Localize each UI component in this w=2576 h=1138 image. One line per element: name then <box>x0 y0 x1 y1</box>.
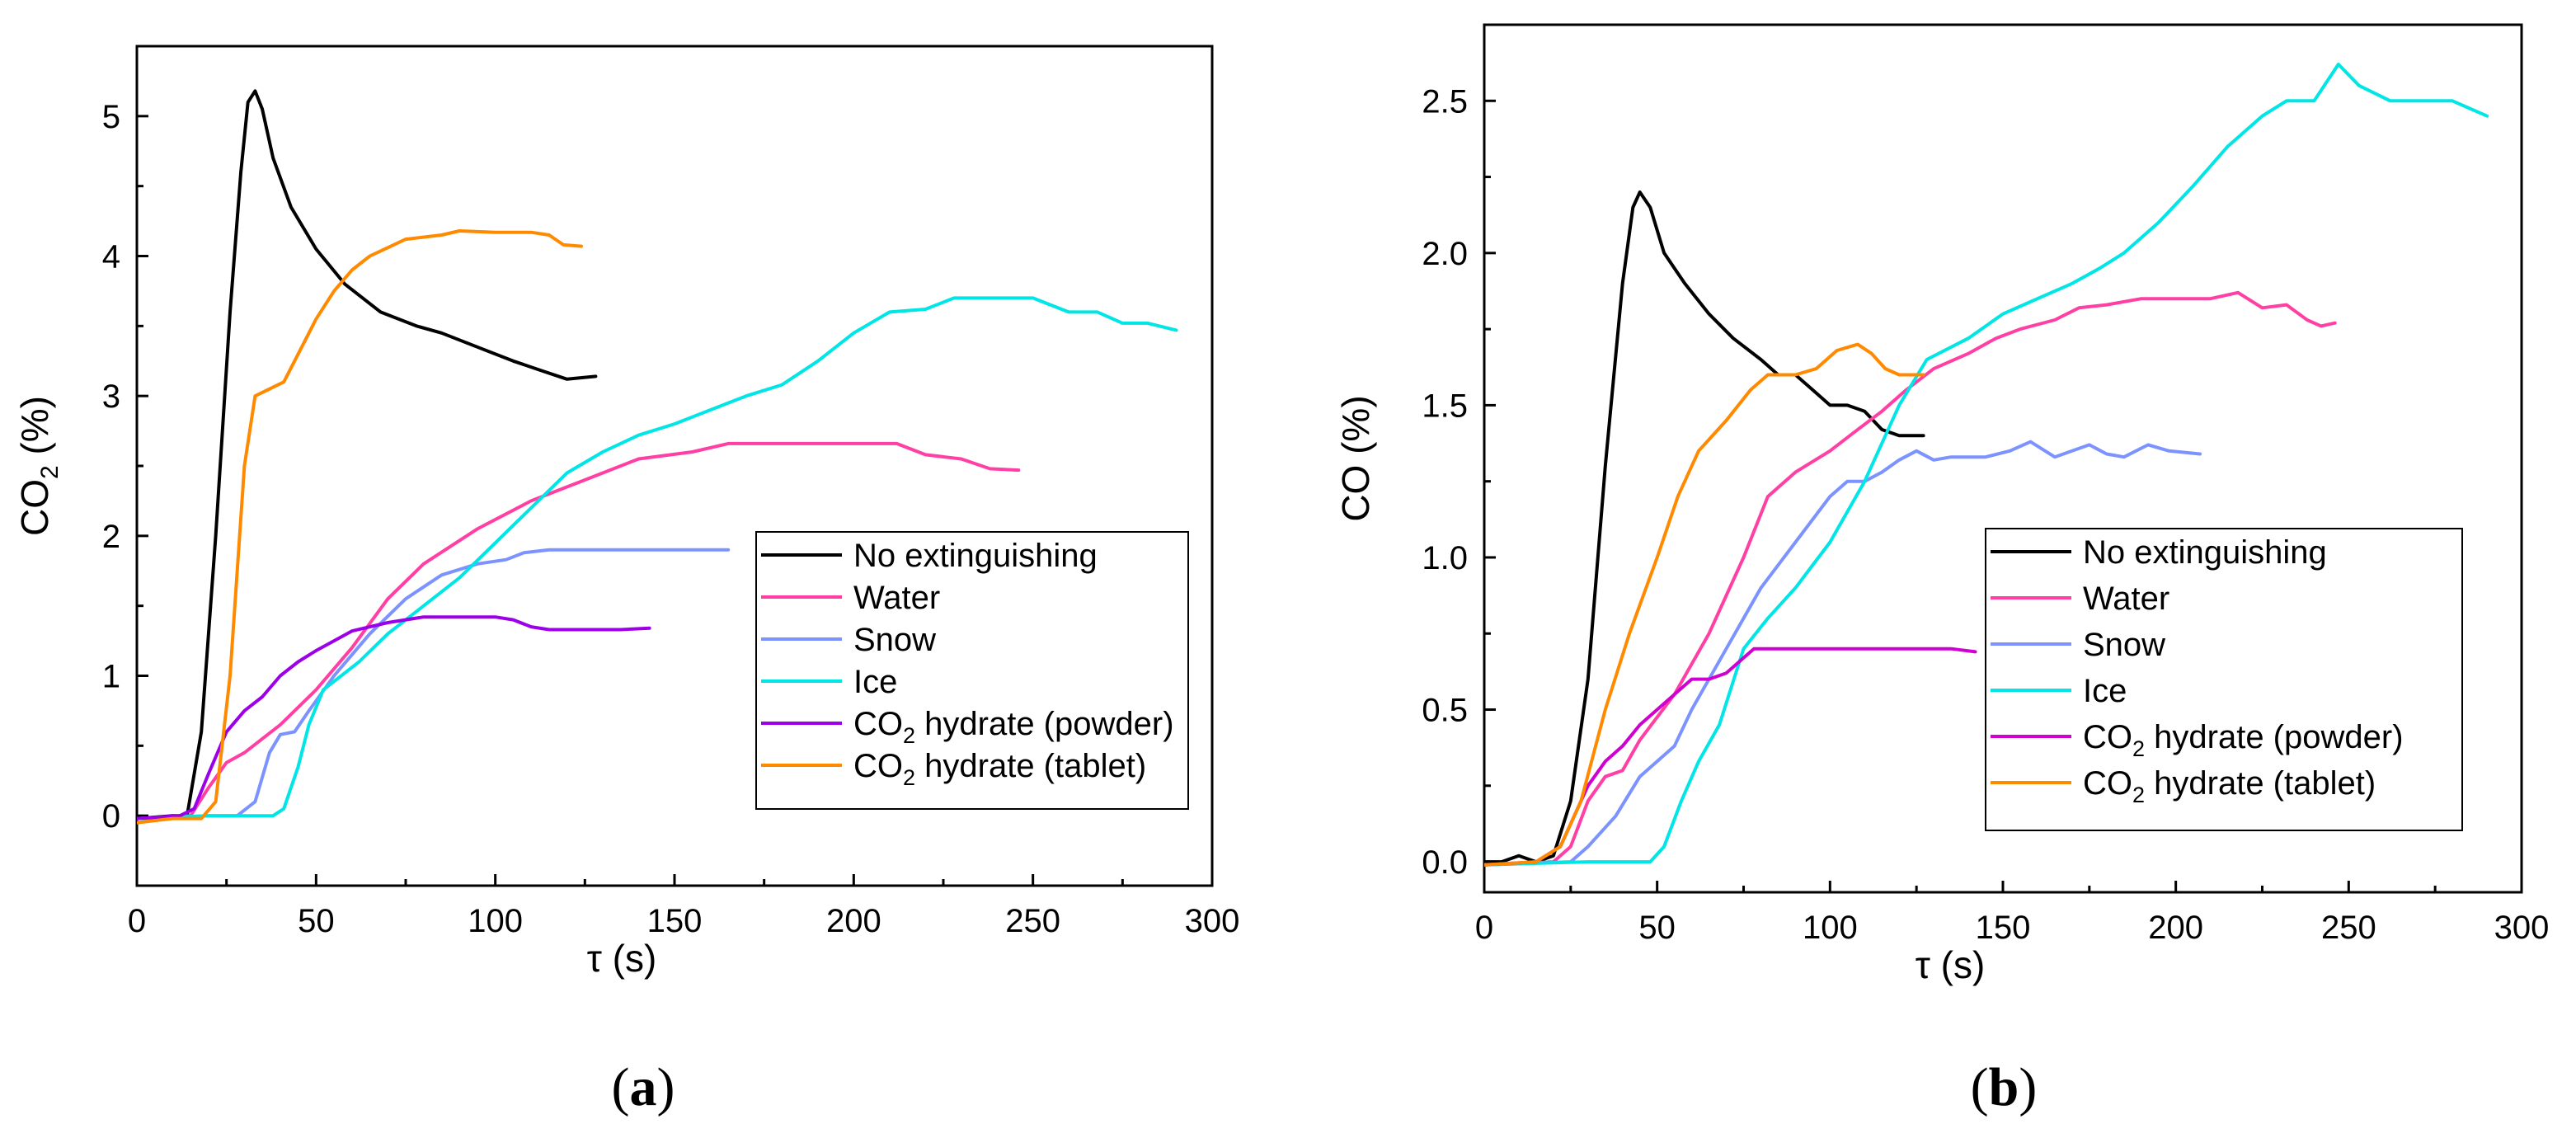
x-tick-label: 50 <box>298 903 335 939</box>
y-tick-label: 3 <box>102 379 120 415</box>
x-tick-label: 100 <box>1803 910 1858 946</box>
series-line-water <box>137 441 1021 821</box>
legend-label: CO2 hydrate (powder) <box>2083 719 2404 761</box>
series-line-snow <box>137 548 731 821</box>
x-tick-label: 200 <box>2148 910 2203 946</box>
y-axis-label: CO (%) <box>1334 395 1377 521</box>
series-line-co-hydrate-powder- <box>137 615 651 821</box>
legend: No extinguishing Water Snow Ice CO2 hydrate … <box>1985 528 2463 831</box>
y-tick-label: 0 <box>102 798 120 835</box>
legend-label: Water <box>853 580 940 616</box>
series-line-ice <box>1484 63 2489 867</box>
y-tick-label: 2 <box>102 519 120 555</box>
legend-label: No extinguishing <box>2083 534 2327 571</box>
x-tick-label: 150 <box>647 903 703 939</box>
series-line-no-extinguishing <box>1484 190 1925 864</box>
x-tick-label: 300 <box>2494 910 2550 946</box>
x-tick-label: 0 <box>1475 910 1493 946</box>
chart-panel-b: 0 50 100 150 200 250 300 0.0 0.5 1.0 1.5 2.0 2.5 τ (s… <box>1334 23 2550 1117</box>
y-tick-label: 1.5 <box>1422 388 1468 424</box>
y-tick-label: 0.0 <box>1422 844 1468 881</box>
series-line-snow <box>1484 440 2202 867</box>
chart-panel-a: 0 50 100 150 200 250 300 0 1 2 3 4 5 τ (s) CO2 (%) No e… <box>13 45 1240 1117</box>
legend-label: CO2 hydrate (tablet) <box>2083 765 2376 807</box>
panel-label: (b) <box>1971 1057 2038 1117</box>
legend-label: CO2 hydrate (tablet) <box>853 748 1146 790</box>
legend-label: No extinguishing <box>853 538 1098 574</box>
series-line-ice <box>137 296 1178 821</box>
y-tick-label: 1 <box>102 659 120 695</box>
series-line-co-hydrate-powder- <box>1484 647 1977 867</box>
x-tick-label: 300 <box>1185 903 1240 939</box>
y-tick-label: 2.0 <box>1422 236 1468 272</box>
x-axis-label: τ (s) <box>587 937 657 980</box>
series-line-water <box>1484 290 2337 867</box>
legend-label: Ice <box>853 664 897 700</box>
legend-box <box>1985 528 2463 831</box>
y-tick-label: 1.0 <box>1422 540 1468 576</box>
legend-label: Snow <box>853 622 936 658</box>
legend-label: Water <box>2083 581 2169 617</box>
legend: No extinguishing Water Snow Ice CO2 hydrate … <box>755 531 1189 810</box>
y-tick-label: 5 <box>102 99 120 135</box>
x-axis-label: τ (s) <box>1916 943 1986 986</box>
series-line-co-hydrate-tablet- <box>137 229 583 825</box>
panel-label: (a) <box>612 1057 675 1117</box>
y-tick-label: 2.5 <box>1422 83 1468 120</box>
y-tick-label: 0.5 <box>1422 693 1468 729</box>
x-tick-label: 100 <box>468 903 523 939</box>
legend-label: Snow <box>2083 627 2165 663</box>
x-tick-label: 250 <box>2321 910 2376 946</box>
x-tick-label: 0 <box>128 903 146 939</box>
x-tick-label: 250 <box>1005 903 1060 939</box>
series-line-no-extinguishing <box>137 89 598 821</box>
legend-label: Ice <box>2083 673 2127 709</box>
series-line-co-hydrate-tablet- <box>1484 342 1925 867</box>
y-axis-label: CO2 (%) <box>13 396 63 536</box>
x-tick-label: 50 <box>1638 910 1676 946</box>
legend-label: CO2 hydrate (powder) <box>853 706 1174 748</box>
legend-box <box>755 531 1189 810</box>
x-tick-label: 200 <box>826 903 881 939</box>
y-tick-label: 4 <box>102 239 120 275</box>
x-tick-label: 150 <box>1976 910 2031 946</box>
